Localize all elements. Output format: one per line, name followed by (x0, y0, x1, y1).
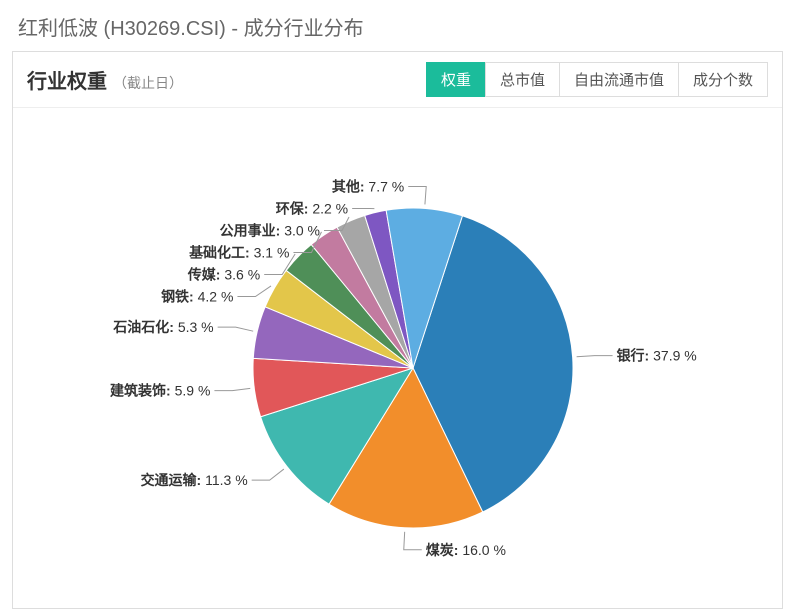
tab-1[interactable]: 总市值 (485, 62, 560, 97)
slice-label-5: 钢铁: 4.2 % (161, 288, 233, 304)
slice-label-6: 传媒: 3.6 % (187, 266, 260, 282)
metric-tabs: 权重总市值自由流通市值成分个数 (426, 62, 768, 97)
industry-panel: 行业权重 （截止日） 权重总市值自由流通市值成分个数 银行: 37.9 % 煤炭:… (12, 51, 783, 609)
pie-chart-area: 银行: 37.9 % 煤炭: 16.0 % 交通运输: 11.3 % 建筑装饰: 5.… (13, 108, 782, 608)
panel-subtitle: （截止日） (113, 73, 183, 93)
slice-label-1: 煤炭: 16.0 % (426, 542, 506, 558)
slice-label-7: 基础化工: 3.1 % (189, 244, 289, 260)
tab-3[interactable]: 成分个数 (678, 62, 768, 97)
slice-label-0: 银行: 37.9 % (617, 348, 697, 364)
tab-2[interactable]: 自由流通市值 (559, 62, 679, 97)
slice-label-2: 交通运输: 11.3 % (141, 472, 248, 488)
page-title: 红利低波 (H30269.CSI) - 成分行业分布 (0, 0, 795, 51)
panel-header: 行业权重 （截止日） 权重总市值自由流通市值成分个数 (13, 52, 782, 108)
slice-label-4: 石油石化: 5.3 % (112, 319, 213, 335)
leader-line (218, 327, 254, 331)
tab-0[interactable]: 权重 (426, 62, 486, 97)
slice-label-10: 其他: 7.7 % (332, 178, 404, 194)
leader-line (408, 186, 426, 204)
slice-label-3: 建筑装饰: 5.9 % (110, 383, 210, 399)
leader-line (252, 469, 284, 480)
pie-chart: 银行: 37.9 % 煤炭: 16.0 % 交通运输: 11.3 % 建筑装饰: 5.… (13, 108, 783, 608)
slice-label-9: 环保: 2.2 % (276, 200, 348, 216)
leader-line (404, 532, 422, 550)
panel-title-wrap: 行业权重 （截止日） (27, 65, 183, 94)
panel-title: 行业权重 (27, 65, 107, 94)
leader-line (214, 388, 250, 390)
leader-line (577, 356, 613, 357)
slice-label-8: 公用事业: 3.0 % (220, 222, 320, 238)
leader-line (237, 286, 271, 297)
